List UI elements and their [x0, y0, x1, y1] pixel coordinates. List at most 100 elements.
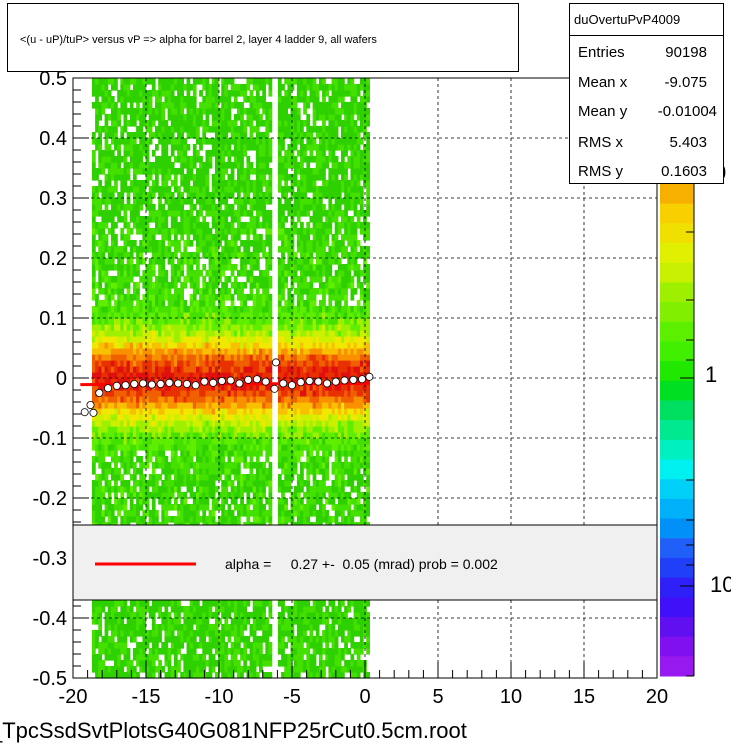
heatmap-cell — [224, 414, 229, 421]
heatmap-cell — [236, 336, 241, 343]
heatmap-cell — [167, 648, 172, 655]
heatmap-cell — [183, 468, 188, 475]
heatmap-cell — [221, 498, 225, 505]
heatmap-cell — [123, 600, 128, 607]
heatmap-cell — [249, 216, 254, 223]
heatmap-cell — [255, 282, 260, 289]
heatmap-cell — [224, 612, 229, 619]
heatmap-cell — [132, 630, 137, 637]
heatmap-cell — [126, 468, 131, 475]
heatmap-cell — [192, 636, 197, 643]
heatmap-cell — [192, 174, 197, 181]
heatmap-cell — [177, 666, 181, 673]
heatmap-cell — [145, 198, 150, 205]
heatmap-cell — [230, 246, 235, 253]
heatmap-cell — [126, 294, 131, 301]
heatmap-cell — [268, 444, 273, 451]
heatmap-cell — [161, 162, 166, 169]
heatmap-cell — [259, 276, 263, 283]
heatmap-cell — [205, 120, 210, 127]
heatmap-cell — [211, 294, 216, 301]
heatmap-cell — [199, 462, 203, 469]
heatmap-cell — [205, 312, 210, 319]
heatmap-cell — [120, 276, 125, 283]
heatmap-cell — [98, 366, 103, 373]
heatmap-cell — [233, 504, 238, 511]
heatmap-cell — [120, 168, 125, 175]
heatmap-cell — [155, 162, 159, 169]
heatmap-cell — [246, 480, 251, 487]
heatmap-cell — [246, 222, 251, 229]
heatmap-cell — [252, 510, 257, 517]
heatmap-cell — [205, 630, 210, 637]
heatmap-cell — [139, 114, 144, 121]
heatmap-cell — [262, 204, 266, 211]
heatmap-cell — [155, 456, 159, 463]
heatmap-cell — [158, 426, 162, 433]
heatmap-cell — [259, 606, 263, 613]
heatmap-cell — [126, 108, 131, 115]
heatmap-cell — [224, 600, 229, 607]
heatmap-cell — [123, 624, 128, 631]
heatmap-cell — [91, 312, 96, 319]
heatmap-cell — [98, 264, 103, 271]
heatmap-cell — [277, 258, 282, 265]
heatmap-cell — [268, 264, 273, 271]
heatmap-cell — [189, 606, 194, 613]
heatmap-cell — [95, 318, 99, 325]
heatmap-cell — [151, 672, 156, 679]
heatmap-cell — [183, 186, 188, 193]
heatmap-cell — [236, 234, 241, 241]
heatmap-cell — [167, 246, 172, 253]
heatmap-cell — [110, 108, 115, 115]
heatmap-cell — [173, 414, 178, 421]
heatmap-cell — [101, 360, 106, 367]
heatmap-cell — [158, 162, 162, 169]
heatmap-cell — [236, 246, 241, 253]
heatmap-cell — [164, 492, 169, 499]
heatmap-cell — [170, 486, 175, 493]
heatmap-cell — [189, 438, 194, 445]
heatmap-cell — [221, 462, 225, 469]
heatmap-cell — [192, 660, 197, 667]
heatmap-cell — [249, 336, 254, 343]
heatmap-cell — [221, 258, 225, 265]
heatmap-cell — [95, 336, 99, 343]
heatmap-cell — [255, 342, 260, 349]
heatmap-cell — [218, 492, 222, 499]
heatmap-cell — [145, 306, 150, 313]
heatmap-cell — [218, 312, 222, 319]
heatmap-cell — [192, 144, 197, 151]
heatmap-cell — [123, 162, 128, 169]
heatmap-cell — [151, 402, 156, 409]
heatmap-cell — [199, 654, 203, 661]
heatmap-cell — [161, 78, 166, 85]
heatmap-cell — [259, 78, 263, 85]
heatmap-cell — [196, 414, 200, 421]
heatmap-cell — [205, 114, 210, 121]
heatmap-cell — [255, 660, 260, 667]
heatmap-cell — [199, 330, 203, 337]
heatmap-cell — [214, 78, 219, 85]
heatmap-cell — [211, 636, 216, 643]
heatmap-cell — [145, 396, 150, 403]
heatmap-cell — [117, 660, 121, 667]
heatmap-cell — [265, 306, 270, 313]
heatmap-cell — [265, 420, 270, 427]
heatmap-cell — [91, 642, 96, 649]
heatmap-cell — [101, 192, 106, 199]
heatmap-cell — [164, 312, 169, 319]
heatmap-cell — [227, 420, 232, 427]
heatmap-cell — [246, 258, 251, 265]
heatmap-cell — [268, 498, 273, 505]
heatmap-cell — [170, 492, 175, 499]
heatmap-cell — [246, 462, 251, 469]
heatmap-cell — [107, 258, 112, 265]
heatmap-cell — [155, 276, 159, 283]
heatmap-cell — [180, 414, 184, 421]
heatmap-cell — [192, 420, 197, 427]
heatmap-cell — [129, 162, 134, 169]
heatmap-cell — [180, 138, 184, 145]
heatmap-cell — [255, 498, 260, 505]
heatmap-cell — [243, 372, 248, 379]
